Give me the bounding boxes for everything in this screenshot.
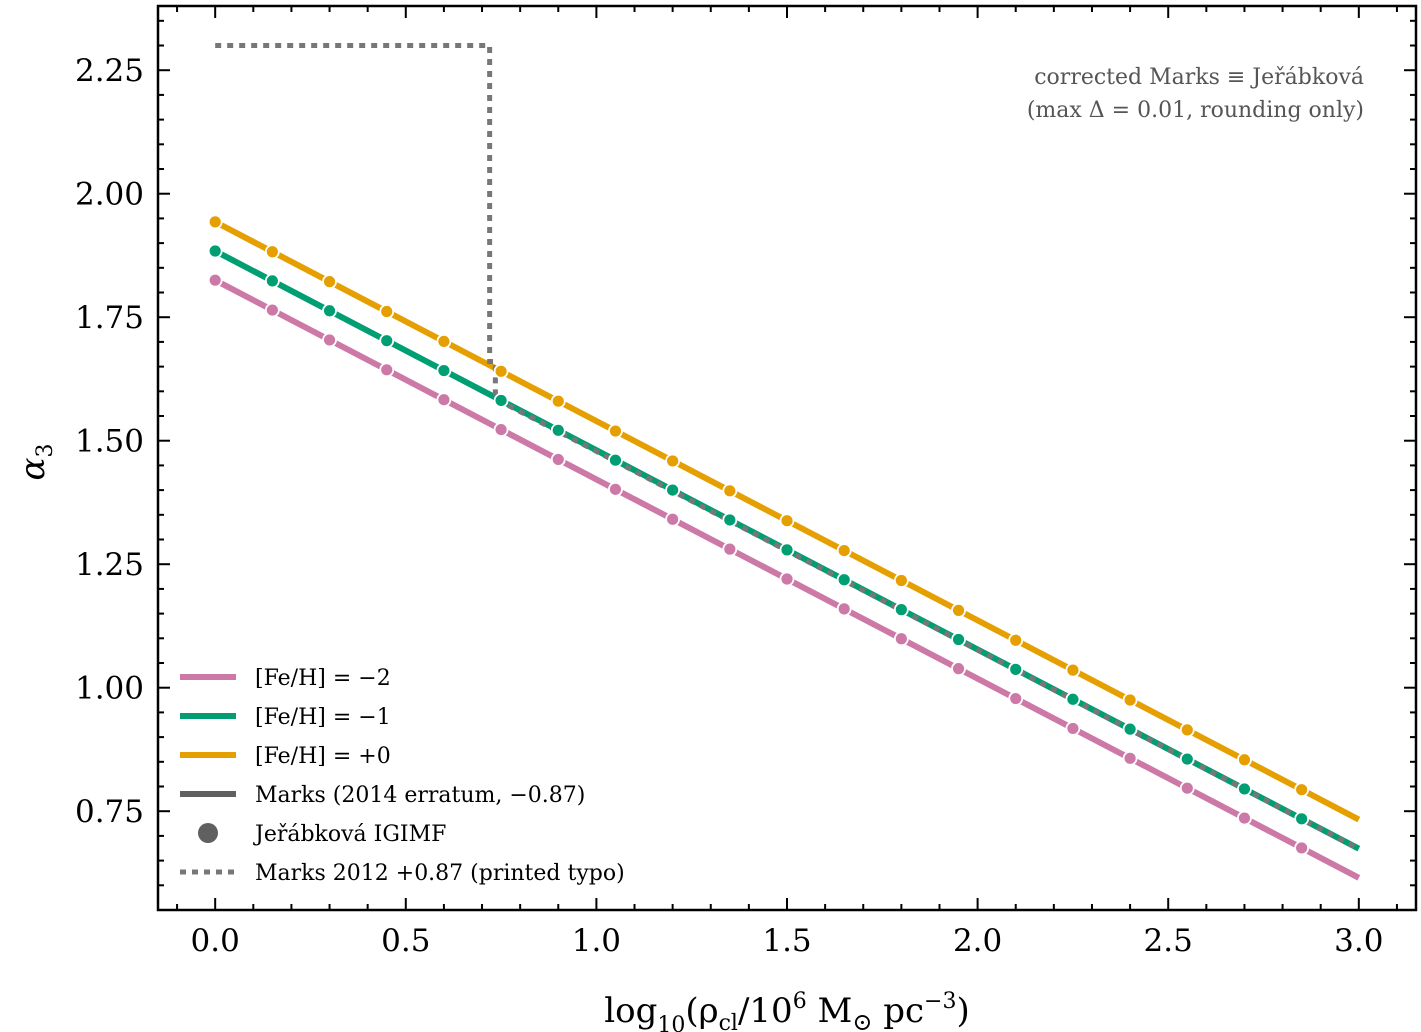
jerabkova-point-0-19 bbox=[1294, 840, 1310, 856]
jerabkova-point-0-14 bbox=[1008, 691, 1024, 706]
y-tick-label-6: 2.25 bbox=[75, 53, 144, 89]
jerabkova-point-2-6 bbox=[550, 393, 566, 409]
jerabkova-point-0-15 bbox=[1065, 721, 1081, 736]
jerabkova-point-2-11 bbox=[836, 543, 852, 558]
legend-marker-jerabkova bbox=[198, 823, 218, 843]
jerabkova-point-2-4 bbox=[436, 334, 452, 349]
jerabkova-point-2-12 bbox=[893, 573, 909, 588]
x-tick-label-4: 2.0 bbox=[953, 923, 1002, 959]
marks-2012-line bbox=[215, 43, 1360, 851]
jerabkova-point-2-16 bbox=[1122, 692, 1138, 708]
legend-label-jerabkova: Jeřábková IGIMF bbox=[253, 822, 446, 847]
jerabkova-point-0-17 bbox=[1179, 780, 1195, 796]
jerabkova-point-1-17 bbox=[1179, 751, 1195, 767]
jerabkova-point-1-7 bbox=[608, 452, 623, 468]
jerabkova-point-1-19 bbox=[1294, 811, 1310, 827]
x-tick-label-3: 1.5 bbox=[762, 923, 811, 959]
jerabkova-point-1-1 bbox=[264, 273, 280, 289]
jerabkova-point-0-6 bbox=[550, 452, 566, 467]
x-tick-label-2: 1.0 bbox=[572, 923, 621, 959]
jerabkova-point-1-3 bbox=[379, 333, 395, 349]
y-tick-label-2: 1.25 bbox=[75, 547, 144, 583]
jerabkova-point-0-18 bbox=[1237, 810, 1252, 826]
jerabkova-point-1-18 bbox=[1237, 781, 1252, 797]
jerabkova-point-0-3 bbox=[379, 362, 395, 378]
jerabkova-point-2-3 bbox=[379, 304, 395, 319]
jerabkova-point-1-12 bbox=[893, 602, 909, 618]
jerabkova-point-1-11 bbox=[836, 572, 852, 588]
jerabkova-point-2-10 bbox=[779, 513, 795, 529]
jerabkova-point-0-9 bbox=[722, 541, 738, 557]
jerabkova-point-0-12 bbox=[893, 631, 909, 647]
jerabkova-point-1-0 bbox=[207, 243, 223, 259]
jerabkova-point-2-18 bbox=[1237, 752, 1252, 768]
jerabkova-point-2-15 bbox=[1065, 662, 1081, 678]
jerabkova-point-0-7 bbox=[608, 481, 623, 497]
jerabkova-point-1-4 bbox=[436, 363, 452, 378]
jerabkova-point-2-14 bbox=[1008, 632, 1024, 648]
jerabkova-point-2-0 bbox=[207, 214, 223, 230]
jerabkova-point-1-15 bbox=[1065, 691, 1081, 707]
y-axis-title: α3 bbox=[13, 444, 58, 481]
jerabkova-point-0-13 bbox=[951, 661, 966, 677]
jerabkova-point-2-9 bbox=[722, 483, 738, 499]
y-tick-label-1: 1.00 bbox=[75, 671, 144, 707]
annotation-line-2: (max Δ = 0.01, rounding only) bbox=[1027, 98, 1364, 123]
legend-label-feh-minus2: [Fe/H] = −2 bbox=[255, 666, 391, 691]
jerabkova-point-1-14 bbox=[1008, 661, 1024, 677]
jerabkova-point-2-1 bbox=[264, 244, 280, 260]
jerabkova-point-2-5 bbox=[493, 363, 509, 379]
jerabkova-point-0-4 bbox=[436, 392, 452, 408]
ticks-layer: 0.0 0.5 1.0 1.5 2.0 2.5 3.0 0.75 1.00 1.25 1.50 1.7… bbox=[75, 6, 1416, 959]
jerabkova-point-1-6 bbox=[550, 422, 566, 438]
jerabkova-point-0-16 bbox=[1122, 750, 1138, 766]
y-tick-label-5: 2.00 bbox=[75, 177, 144, 213]
legend-label-feh-minus1: [Fe/H] = −1 bbox=[255, 705, 391, 730]
x-axis-title: log10(ρcl/106 M⊙ pc−3) bbox=[604, 989, 970, 1032]
annotation-line-1: corrected Marks ≡ Jeřábková bbox=[1034, 65, 1364, 90]
jerabkova-point-0-0 bbox=[207, 272, 223, 288]
legend-label-marks-erratum: Marks (2014 erratum, −0.87) bbox=[255, 783, 585, 808]
jerabkova-point-0-5 bbox=[493, 422, 509, 437]
jerabkova-point-1-9 bbox=[722, 512, 738, 528]
jerabkova-point-1-16 bbox=[1122, 721, 1138, 737]
legend: [Fe/H] = −2 [Fe/H] = −1 [Fe/H] = +0 Mark… bbox=[180, 666, 625, 886]
jerabkova-point-2-13 bbox=[951, 602, 966, 618]
x-tick-label-0: 0.0 bbox=[191, 923, 240, 959]
jerabkova-point-1-8 bbox=[665, 482, 681, 498]
legend-label-marks-2012: Marks 2012 +0.87 (printed typo) bbox=[255, 861, 625, 886]
jerabkova-point-2-8 bbox=[665, 453, 681, 469]
jerabkova-point-1-10 bbox=[779, 542, 795, 558]
jerabkova-point-1-2 bbox=[322, 303, 337, 319]
jerabkova-point-2-17 bbox=[1179, 722, 1195, 738]
jerabkova-point-2-19 bbox=[1294, 782, 1310, 798]
y-tick-label-4: 1.75 bbox=[75, 300, 144, 336]
y-tick-label-0: 0.75 bbox=[75, 794, 144, 830]
x-tick-label-5: 2.5 bbox=[1144, 923, 1193, 959]
y-tick-label-3: 1.50 bbox=[75, 424, 144, 460]
jerabkova-point-1-13 bbox=[951, 632, 966, 647]
jerabkova-point-2-2 bbox=[322, 274, 337, 290]
jerabkova-point-0-2 bbox=[322, 332, 337, 348]
points-layer bbox=[207, 214, 1310, 856]
jerabkova-point-0-8 bbox=[665, 511, 681, 527]
jerabkova-point-0-1 bbox=[264, 302, 280, 318]
legend-label-feh-0: [Fe/H] = +0 bbox=[255, 744, 391, 769]
jerabkova-point-2-7 bbox=[608, 423, 623, 439]
x-tick-label-6: 3.0 bbox=[1334, 923, 1383, 959]
jerabkova-point-1-5 bbox=[493, 393, 509, 408]
jerabkova-point-0-11 bbox=[836, 601, 852, 617]
x-tick-label-1: 0.5 bbox=[381, 923, 430, 959]
jerabkova-point-0-10 bbox=[779, 571, 795, 587]
